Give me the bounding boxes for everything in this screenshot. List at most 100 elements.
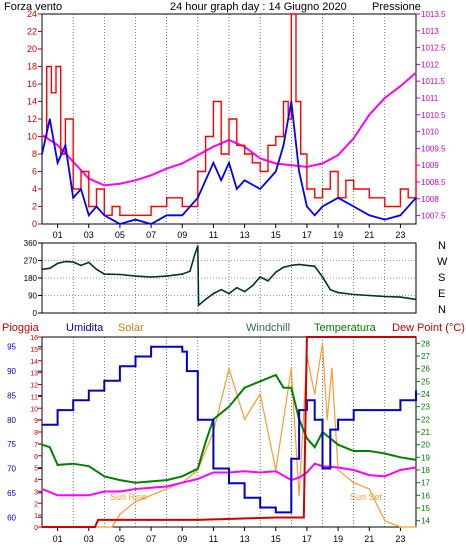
rain-y-axis-tick-label: 8: [34, 430, 38, 437]
wind-gust-point: [111, 205, 113, 208]
wind-average-point: [103, 214, 106, 217]
humidity-point: [41, 423, 43, 426]
wind-gust-point: [88, 205, 90, 208]
wind-gust-point: [345, 179, 347, 182]
chart-title: 24 hour graph day : 14 Giugno 2020: [170, 1, 347, 13]
rain-y-axis-tick-label: 3: [34, 489, 38, 496]
temperature-y-axis-tick-label: 19: [421, 453, 430, 462]
direction-point: [64, 260, 67, 263]
humidity-point: [290, 458, 293, 460]
humidity-point: [259, 506, 262, 509]
wind-average-point: [352, 205, 355, 208]
temperature-point: [290, 386, 293, 389]
rain-point: [94, 526, 96, 528]
dewpoint-point: [165, 485, 168, 488]
direction-point: [103, 273, 106, 275]
wind-average-line: [41, 101, 417, 225]
rain-point: [415, 336, 417, 338]
rain-point: [306, 336, 308, 338]
wind-gust-point: [306, 188, 308, 190]
wind-gust-point: [165, 197, 168, 199]
dewpoint-point: [72, 494, 74, 497]
dewpoint-point: [119, 490, 121, 493]
wind-average-point: [290, 100, 293, 103]
solar-point: [259, 393, 262, 395]
wind-average-point: [321, 205, 324, 208]
temperature-y-axis-tick-label: 17: [421, 479, 430, 488]
direction-point: [80, 264, 82, 267]
temperature-point: [352, 450, 355, 452]
rain-y-axis-tick-label: 12: [30, 383, 38, 390]
humidity-point: [165, 345, 168, 348]
direction-point: [88, 261, 90, 264]
pressure-y-axis-tick-label: 1011.5: [421, 77, 445, 86]
wind-gust-point: [399, 188, 402, 190]
wind-x-axis-tick-label: 19: [333, 230, 343, 240]
wind-average-point: [243, 179, 246, 182]
wind-gust-point: [329, 170, 332, 173]
dewpoint-point: [134, 488, 137, 490]
wind-average-point: [228, 162, 230, 164]
direction-y-axis-tick-label: 90: [28, 292, 37, 301]
pressure-y-axis-tick-label: 1013.5: [421, 10, 446, 19]
legend-windchill: Windchill: [246, 322, 290, 334]
wind-y-axis-tick-label: 4: [32, 184, 37, 194]
wind-y-axis-tick-label: 2: [32, 202, 37, 212]
wind-x-axis-tick-label: 23: [395, 230, 405, 240]
legend-dewpoint: Dew Point (°C): [392, 322, 465, 334]
wind-average-point: [80, 188, 82, 190]
humidity-point: [150, 345, 152, 348]
wind-gust-point: [119, 214, 121, 217]
dewpoint-point: [197, 478, 199, 480]
wind-x-axis-tick-label: 17: [302, 230, 312, 240]
wind-average-point: [368, 214, 371, 217]
solar-point: [150, 494, 152, 497]
dewpoint-point: [41, 488, 43, 490]
wind-gust-point: [228, 118, 230, 120]
wind-average-point: [282, 144, 285, 147]
humidity-point: [119, 365, 121, 368]
pressure-y-axis-tick-label: 1008: [421, 195, 439, 204]
solar-point: [321, 342, 324, 345]
direction-point: [306, 264, 308, 267]
wind-average-point: [181, 214, 184, 217]
direction-point: [267, 280, 269, 282]
wind-y-axis-tick-label: 6: [32, 167, 37, 177]
pressure-point: [119, 182, 121, 185]
direction-point: [197, 245, 199, 247]
rain-y-axis-tick-label: 5: [34, 466, 38, 473]
direction-point: [72, 261, 74, 263]
wind-gust-point: [197, 170, 199, 173]
pressure-point: [212, 145, 215, 148]
direction-point: [181, 273, 184, 275]
rain-x-axis-tick-label: 07: [146, 534, 156, 544]
dewpoint-point: [56, 494, 59, 497]
temperature-point: [197, 467, 199, 470]
temperature-point: [56, 464, 59, 466]
humidity-point: [186, 370, 188, 372]
rain-x-axis-tick-label: 21: [364, 534, 374, 544]
rain-x-axis-tick-label: 09: [177, 534, 187, 544]
direction-label: N: [438, 240, 446, 252]
wind-axis-title: Forza vento: [4, 1, 62, 13]
wind-gust-point: [321, 188, 324, 190]
temperature-y-axis-tick-label: 26: [421, 365, 430, 374]
pressure-y-axis-tick-label: 1012: [421, 60, 439, 69]
temperature-y-axis-tick-label: 14: [421, 517, 430, 526]
sunset-annotation: Sun Set: [350, 492, 383, 502]
wind-average-point: [150, 223, 152, 225]
temperature-point: [204, 441, 207, 443]
pressure-y-axis-tick-label: 1007.5: [421, 212, 446, 221]
pressure-y-axis-tick-label: 1013: [421, 27, 439, 36]
rain-point: [303, 516, 305, 519]
wind-gust-point: [259, 170, 262, 173]
direction-point: [337, 291, 339, 294]
dewpoint-point: [306, 471, 308, 474]
wind-average-point: [415, 197, 417, 199]
wind-gust-point: [295, 100, 297, 103]
wind-average-point: [399, 214, 402, 217]
wind-y-axis-tick-label: 10: [27, 132, 37, 142]
humidity-y-axis-tick-label: 60: [7, 513, 16, 522]
direction-point: [220, 288, 222, 291]
